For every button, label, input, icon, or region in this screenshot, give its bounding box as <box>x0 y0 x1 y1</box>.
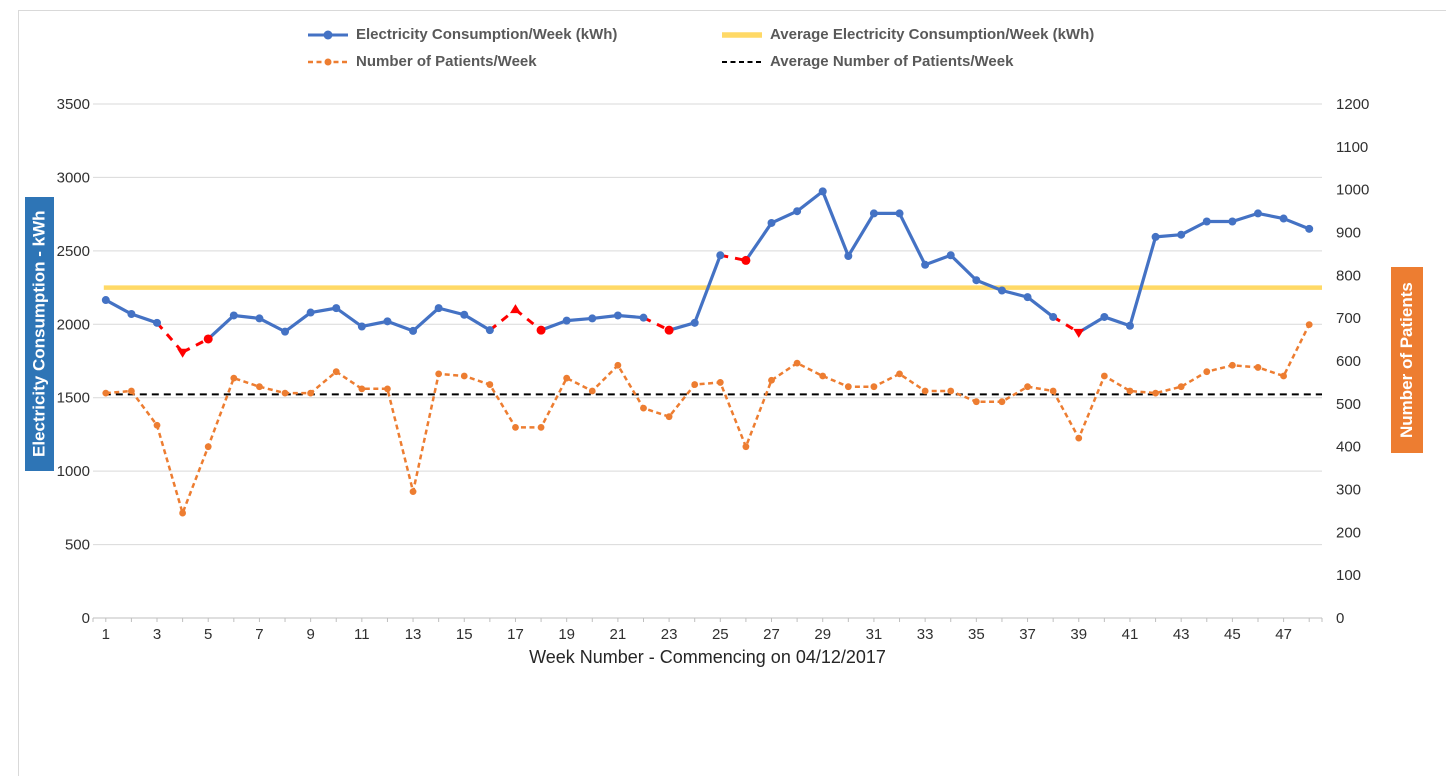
svg-text:500: 500 <box>1336 396 1361 413</box>
svg-text:41: 41 <box>1122 626 1139 643</box>
svg-text:21: 21 <box>610 626 627 643</box>
svg-text:31: 31 <box>866 626 883 643</box>
svg-text:37: 37 <box>1019 626 1036 643</box>
svg-text:1100: 1100 <box>1336 139 1368 156</box>
electricity-series-line <box>101 187 1314 358</box>
chart-frame-left-border <box>18 10 19 776</box>
svg-text:23: 23 <box>661 626 678 643</box>
svg-text:700: 700 <box>1336 310 1361 327</box>
average-electricity-line-swatch <box>722 28 762 42</box>
gridlines <box>93 103 1322 619</box>
svg-text:15: 15 <box>456 626 473 643</box>
svg-text:45: 45 <box>1224 626 1241 643</box>
left-axis-tick-labels: 0 500 1000 1500 2000 2500 3000 3500 <box>57 96 90 627</box>
svg-text:17: 17 <box>507 626 524 643</box>
legend-label: Number of Patients/Week <box>356 53 537 70</box>
svg-text:29: 29 <box>814 626 831 643</box>
legend-label: Average Number of Patients/Week <box>770 53 1014 70</box>
chart-frame-top-border <box>18 10 1446 11</box>
svg-text:35: 35 <box>968 626 985 643</box>
svg-text:0: 0 <box>82 610 90 627</box>
svg-text:1000: 1000 <box>57 463 90 480</box>
legend-item-patients: Number of Patients/Week <box>308 53 722 70</box>
svg-text:600: 600 <box>1336 353 1361 370</box>
svg-text:2000: 2000 <box>57 316 90 333</box>
svg-text:100: 100 <box>1336 567 1361 584</box>
svg-text:3000: 3000 <box>57 169 90 186</box>
svg-text:19: 19 <box>558 626 575 643</box>
svg-text:3500: 3500 <box>57 96 90 113</box>
right-axis-tick-labels: 0 100 200 300 400 500 600 700 800 900 1000 1100 1200 <box>1336 96 1369 627</box>
svg-text:0: 0 <box>1336 610 1344 627</box>
electricity-line-swatch <box>308 28 348 42</box>
svg-text:400: 400 <box>1336 439 1361 456</box>
svg-text:300: 300 <box>1336 482 1361 499</box>
right-axis-title: Number of Patients <box>1391 267 1423 453</box>
x-axis-title: Week Number - Commencing on 04/12/2017 <box>529 647 886 667</box>
svg-text:1200: 1200 <box>1336 96 1369 113</box>
legend-item-electricity: Electricity Consumption/Week (kWh) <box>308 26 722 43</box>
svg-text:1000: 1000 <box>1336 182 1369 199</box>
svg-text:2500: 2500 <box>57 243 90 260</box>
svg-text:1500: 1500 <box>57 390 90 407</box>
svg-text:900: 900 <box>1336 225 1361 242</box>
svg-text:200: 200 <box>1336 524 1361 541</box>
svg-text:800: 800 <box>1336 267 1361 284</box>
svg-text:11: 11 <box>354 626 370 643</box>
legend-item-average-patients: Average Number of Patients/Week <box>722 53 1094 70</box>
svg-text:39: 39 <box>1070 626 1087 643</box>
legend-item-average-electricity: Average Electricity Consumption/Week (kW… <box>722 26 1094 43</box>
x-axis-ticks <box>92 618 1323 622</box>
left-axis-title: Electricity Consumption - kWh <box>25 197 54 471</box>
svg-text:5: 5 <box>204 626 212 643</box>
svg-text:1: 1 <box>102 626 110 643</box>
svg-text:13: 13 <box>405 626 422 643</box>
svg-text:33: 33 <box>917 626 934 643</box>
svg-text:43: 43 <box>1173 626 1190 643</box>
svg-text:9: 9 <box>306 626 314 643</box>
legend-label: Average Electricity Consumption/Week (kW… <box>770 26 1095 43</box>
patients-series-line <box>102 321 1313 518</box>
svg-text:500: 500 <box>65 537 90 554</box>
legend-label: Electricity Consumption/Week (kWh) <box>356 26 618 43</box>
svg-text:25: 25 <box>712 626 729 643</box>
x-axis-tick-labels: 1 3 5 7 9 11 13 15 17 19 21 23 25 27 29 31 33 35 37 39 41 43 4… <box>102 626 1292 643</box>
svg-text:3: 3 <box>153 626 161 643</box>
legend: Electricity Consumption/Week (kWh) Avera… <box>308 26 1094 70</box>
patients-line-swatch <box>308 55 348 69</box>
average-patients-line-swatch <box>722 55 762 69</box>
svg-text:27: 27 <box>763 626 780 643</box>
svg-text:7: 7 <box>255 626 263 643</box>
svg-text:47: 47 <box>1275 626 1292 643</box>
